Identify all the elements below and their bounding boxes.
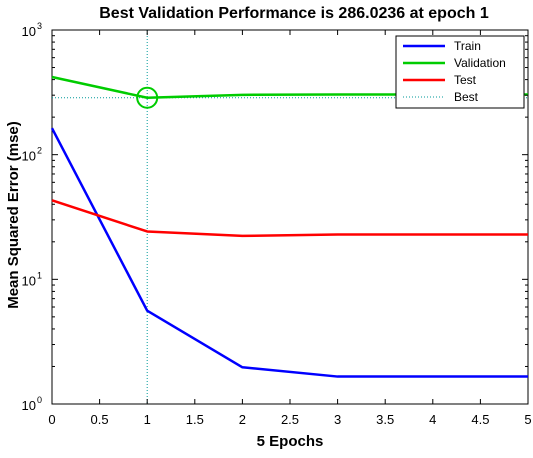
legend-label-validation: Validation — [454, 56, 506, 70]
x-tick-label: 0 — [48, 412, 55, 427]
x-axis-ticks: 0 0.5 1 1.5 2 2.5 3 3.5 4 4.5 5 — [48, 30, 532, 427]
legend-label-best: Best — [454, 90, 479, 104]
legend-label-test: Test — [454, 73, 477, 87]
x-tick-label: 0.5 — [91, 412, 109, 427]
y-axis-label: Mean Squared Error (mse) — [5, 121, 22, 309]
y-tick-label: 10 — [22, 24, 36, 39]
x-tick-label: 4 — [429, 412, 436, 427]
x-tick-label: 4.5 — [471, 412, 489, 427]
x-tick-label: 3.5 — [376, 412, 394, 427]
x-tick-label: 1.5 — [186, 412, 204, 427]
x-axis-label: 5 Epochs — [257, 433, 324, 450]
y-tick-exponent: 3 — [37, 21, 42, 31]
legend: Train Validation Test Best — [395, 35, 525, 109]
chart-title: Best Validation Performance is 286.0236 … — [99, 5, 489, 22]
series-line-test — [51, 199, 528, 238]
series-line-train — [50, 127, 528, 378]
x-tick-label: 2.5 — [281, 412, 299, 427]
y-tick-label: 10 — [22, 398, 36, 413]
y-tick-label: 10 — [22, 273, 36, 288]
y-tick-exponent: 1 — [37, 270, 42, 280]
y-tick-exponent: 2 — [37, 146, 42, 156]
best-point-circle — [136, 86, 159, 109]
x-tick-label: 1 — [144, 412, 151, 427]
x-tick-label: 3 — [334, 412, 341, 427]
x-tick-label: 2 — [239, 412, 246, 427]
y-tick-exponent: 0 — [37, 395, 42, 405]
x-tick-label: 5 — [524, 412, 531, 427]
legend-label-train: Train — [454, 39, 481, 53]
y-tick-label: 10 — [22, 149, 36, 164]
legend-box — [395, 35, 525, 109]
